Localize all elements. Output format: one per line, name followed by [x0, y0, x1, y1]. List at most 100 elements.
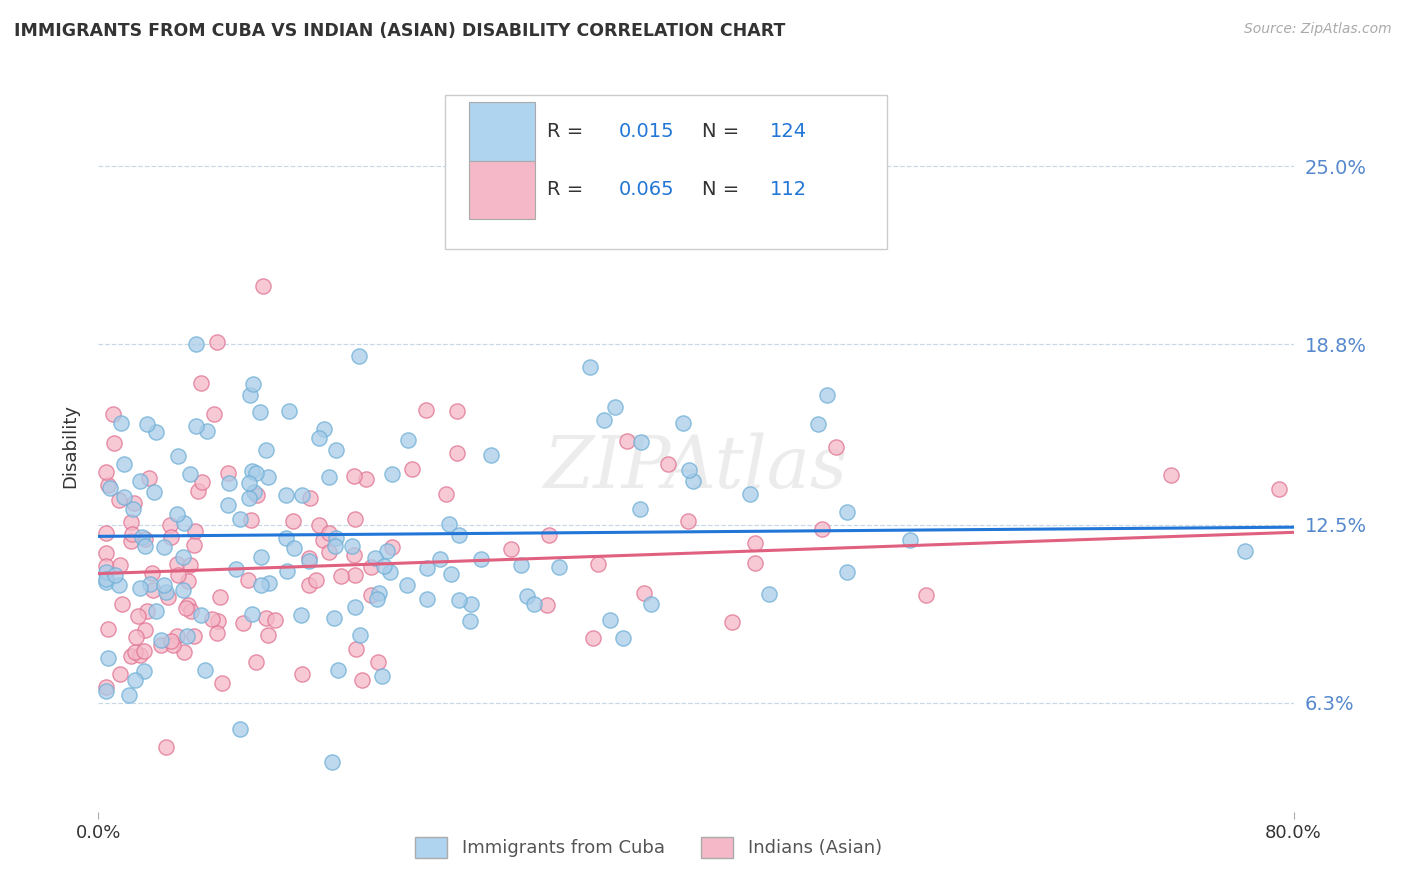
Point — [177, 574, 200, 588]
Point — [94, 684, 117, 698]
Point — [395, 578, 418, 592]
Point — [298, 491, 321, 505]
Point — [94, 574, 117, 589]
Point — [744, 536, 766, 550]
Point — [110, 667, 132, 681]
Point — [354, 472, 377, 486]
Point — [291, 488, 314, 502]
Text: 112: 112 — [770, 180, 807, 200]
Point — [218, 475, 240, 490]
Point — [437, 517, 460, 532]
Point — [172, 549, 194, 564]
Text: ZIPAtlas: ZIPAtlas — [544, 433, 848, 503]
Point — [240, 607, 263, 622]
Point — [250, 578, 273, 592]
Point — [136, 417, 159, 432]
Point — [588, 557, 610, 571]
Point — [167, 567, 190, 582]
Point — [415, 561, 437, 575]
Point — [100, 482, 122, 496]
Point — [640, 597, 662, 611]
Point — [190, 376, 212, 390]
Point — [330, 569, 353, 583]
Point — [195, 424, 218, 438]
Point — [112, 490, 135, 504]
Point — [238, 476, 260, 491]
Point — [138, 471, 160, 485]
Point — [447, 593, 470, 607]
Point — [308, 518, 330, 533]
Point — [612, 631, 634, 645]
Point — [177, 598, 200, 612]
Point — [312, 533, 335, 548]
Point — [190, 608, 212, 623]
Point — [110, 416, 132, 430]
Point — [239, 387, 262, 401]
Point — [616, 434, 638, 448]
Point — [599, 613, 621, 627]
Point — [132, 644, 155, 658]
Point — [179, 558, 201, 573]
Point — [166, 629, 188, 643]
Point — [142, 582, 165, 597]
Point — [536, 598, 558, 612]
Point — [446, 446, 468, 460]
Point — [184, 337, 207, 351]
Point — [381, 540, 404, 554]
Point — [166, 557, 188, 571]
Point — [657, 457, 679, 471]
Y-axis label: Disability: Disability — [62, 404, 80, 488]
Point — [460, 598, 482, 612]
Point — [97, 478, 120, 492]
Point — [375, 543, 398, 558]
Point — [343, 468, 366, 483]
Point — [245, 466, 267, 480]
Point — [835, 565, 858, 579]
Point — [344, 600, 367, 615]
Point — [672, 416, 695, 430]
Point — [256, 627, 278, 641]
Point — [254, 442, 277, 457]
Point — [104, 567, 127, 582]
Point — [758, 587, 780, 601]
Point — [380, 467, 402, 481]
Point — [326, 663, 349, 677]
Point — [183, 524, 205, 538]
Point — [134, 623, 156, 637]
Point — [162, 638, 184, 652]
Point — [128, 648, 150, 663]
Text: N =: N = — [702, 122, 745, 141]
Point — [291, 666, 314, 681]
Point — [128, 475, 150, 489]
Text: 0.065: 0.065 — [619, 180, 673, 200]
Point — [343, 549, 366, 563]
Point — [429, 551, 451, 566]
Point — [579, 360, 602, 375]
Point — [1160, 468, 1182, 483]
Point — [211, 676, 233, 690]
Point — [166, 507, 188, 521]
Point — [176, 629, 198, 643]
Point — [325, 531, 347, 545]
Point — [155, 739, 177, 754]
Point — [127, 609, 149, 624]
Point — [283, 514, 305, 528]
Point — [396, 433, 419, 447]
Point — [172, 583, 194, 598]
Point — [630, 435, 652, 450]
Point — [243, 485, 266, 500]
Point — [434, 487, 457, 501]
Text: N =: N = — [702, 180, 745, 200]
Point — [312, 422, 335, 436]
Point — [254, 611, 277, 625]
Point — [129, 581, 152, 595]
Point — [229, 512, 252, 526]
Point — [318, 525, 340, 540]
Point — [112, 457, 135, 471]
Point — [103, 435, 125, 450]
Text: 0.015: 0.015 — [619, 122, 673, 141]
Point — [159, 530, 181, 544]
Point — [290, 607, 312, 622]
Text: Source: ZipAtlas.com: Source: ZipAtlas.com — [1244, 22, 1392, 37]
Point — [186, 419, 208, 434]
